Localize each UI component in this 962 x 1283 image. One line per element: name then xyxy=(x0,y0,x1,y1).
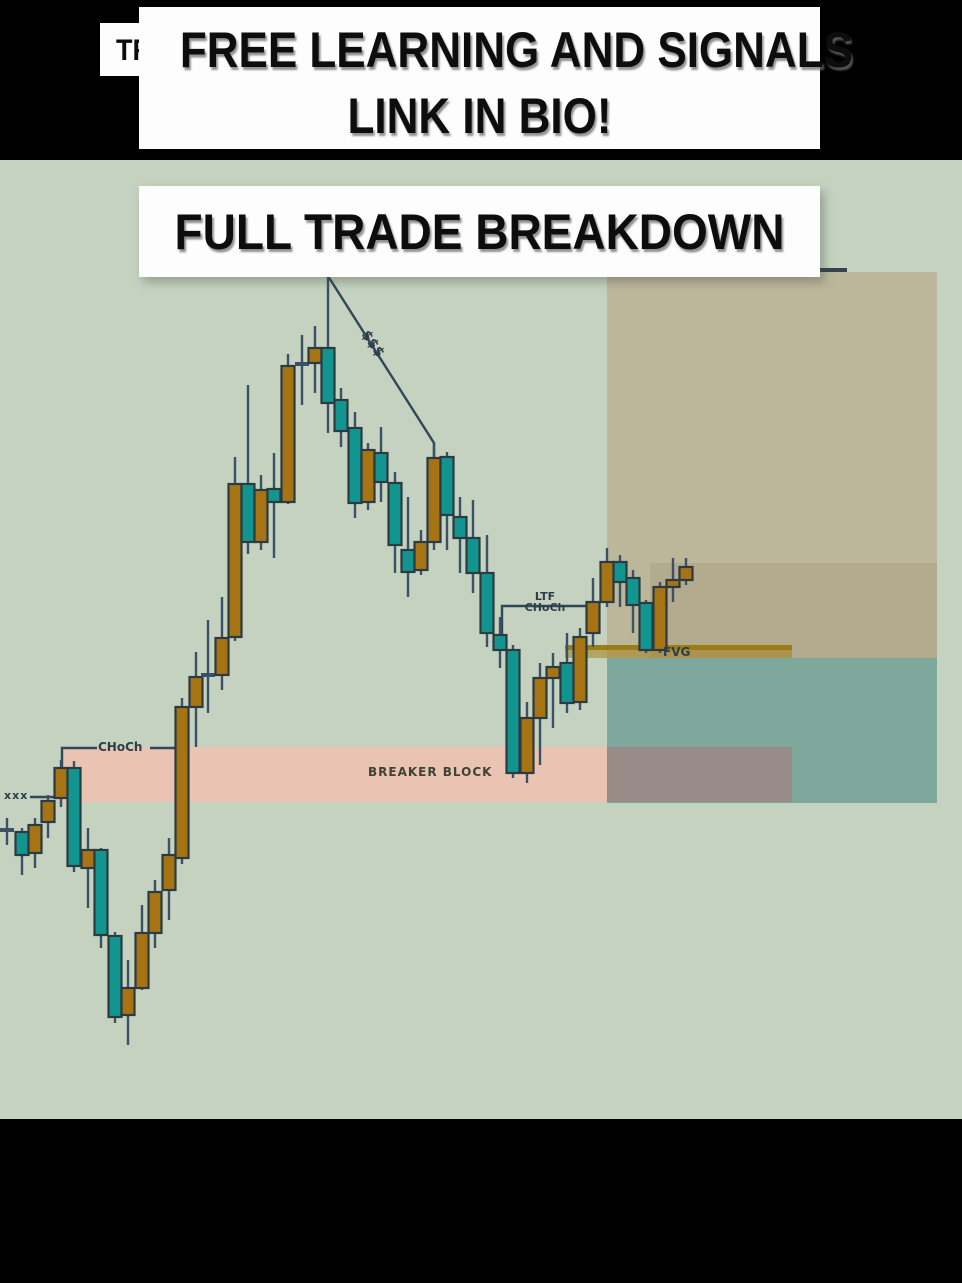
top-caption-banner: FREE LEARNING AND SIGNALS LINK IN BIO! xyxy=(139,7,853,149)
xxx-label: xxx xyxy=(4,789,29,802)
caption-line-1: FREE LEARNING AND SIGNALS xyxy=(179,22,853,78)
choch-label: CHoCh xyxy=(98,740,143,754)
fvg-label: FVG xyxy=(663,645,691,659)
ltf-label-line1: LTF xyxy=(534,590,556,603)
title-caption-banner: FULL TRADE BREAKDOWN xyxy=(139,186,820,277)
behind-caption-text: TR xyxy=(116,34,139,67)
ltf-label-line2: CHoCh xyxy=(524,601,566,614)
ltf-choch-label: LTF CHoCh xyxy=(510,591,580,613)
page-title: FULL TRADE BREAKDOWN xyxy=(174,203,785,260)
ob-top-line xyxy=(820,268,847,272)
zone-overlap xyxy=(607,747,792,802)
caption-line-2: LINK IN BIO! xyxy=(347,88,612,144)
behind-caption-banner: TR xyxy=(100,23,139,76)
breaker-block-label: BREAKER BLOCK xyxy=(368,765,493,779)
supply-zone-inner xyxy=(650,563,937,658)
fvg-band xyxy=(565,645,792,658)
bottom-letterbox-bar xyxy=(0,1119,962,1283)
